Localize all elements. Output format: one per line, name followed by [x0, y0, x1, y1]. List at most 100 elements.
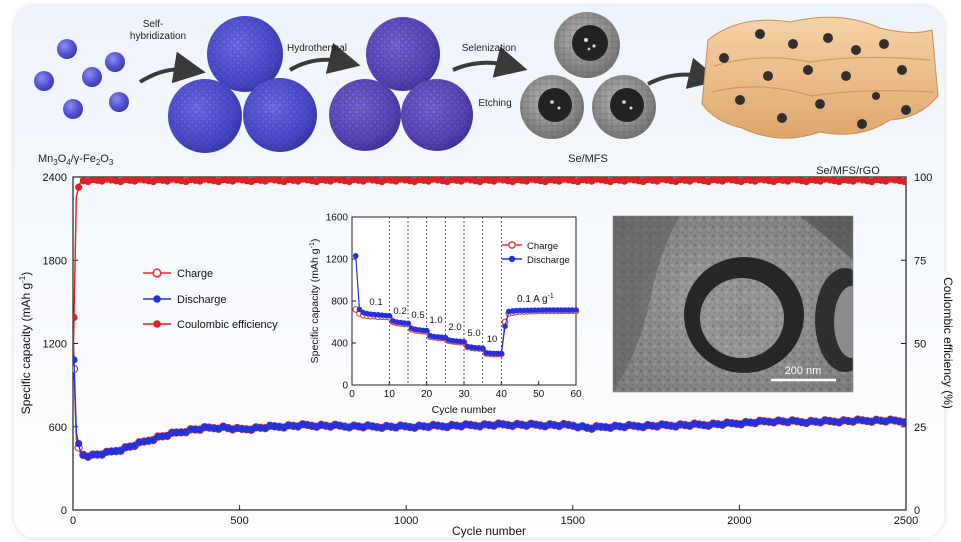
- main-ytick-right-label-2: 50: [914, 339, 926, 351]
- main-ytick-right-label-4: 100: [914, 172, 932, 184]
- inset-ytick-label-4: 1600: [326, 213, 349, 224]
- se-mfs-spheres: [520, 12, 656, 139]
- inset-series: [352, 253, 580, 358]
- inset-ytick-label-0: 0: [342, 381, 348, 392]
- rate-label-1: 0.2: [393, 306, 406, 317]
- main-ylabel-right: Coulombic efficiency (%): [941, 277, 955, 409]
- inset-series-discharge: [352, 253, 579, 357]
- inset-xtick-label-5: 50: [533, 389, 545, 400]
- main-point-1-1: [75, 439, 83, 448]
- main-ytick-left-label-3: 1800: [43, 255, 67, 267]
- inset-xtick-label-0: 0: [349, 389, 355, 400]
- main-ticks: 0 500 1000 1500 2000 250006001200180024000255…: [43, 172, 933, 527]
- inset-legend-discharge-marker: [508, 255, 516, 263]
- main-series: [73, 177, 906, 461]
- rate-label-2: 0.5: [411, 310, 424, 321]
- arrow-3: [452, 46, 528, 78]
- main-point-2-0: [73, 313, 78, 322]
- hydrothermal-spheres: [329, 17, 473, 151]
- main-point-1-178: [900, 418, 906, 426]
- legend-ce-marker: [153, 320, 161, 328]
- rate-label-6: 10: [487, 334, 498, 345]
- inset-legend-charge-marker: [508, 241, 516, 249]
- arrow-1: [138, 51, 206, 84]
- main-ytick-left-label-4: 2400: [43, 172, 67, 184]
- main-xtick-label-2: 1000: [394, 515, 418, 527]
- legend-charge-label: Charge: [177, 268, 213, 280]
- inset-point-1-34: [479, 345, 486, 352]
- rate-label-0: 0.1: [369, 297, 382, 308]
- main-series-coulombic-efficiency: [73, 177, 906, 354]
- inset-point-1-1: [356, 306, 363, 313]
- self-assembled-spheres: [168, 16, 317, 153]
- main-xtick-label-5: 2500: [894, 515, 918, 527]
- inset-xtick-label-2: 20: [421, 389, 433, 400]
- rate-label-3: 1.0: [429, 315, 442, 326]
- main-ylabel-left: Specific capacity (mAh g-1): [18, 272, 33, 415]
- product1-label: Se/MFS: [568, 153, 608, 165]
- inset-ytick-label-2: 800: [331, 297, 348, 308]
- main-ytick-right-label-0: 0: [914, 505, 920, 517]
- inset-legend-charge-label: Charge: [527, 241, 558, 252]
- inset-xtick-label-6: 60: [570, 389, 582, 400]
- rate-label-7: 0.1 A g-1: [517, 293, 554, 305]
- inset-point-1-59: [573, 307, 579, 313]
- rate-label-4: 2.0: [448, 322, 461, 333]
- step1-label-line1: Self-: [143, 19, 164, 30]
- main-ytick-left-label-1: 600: [49, 422, 67, 434]
- step1-label-line2: hybridization: [130, 31, 186, 42]
- inset-point-1-14: [405, 320, 411, 327]
- main-ytick-left-label-2: 1200: [43, 339, 67, 351]
- inset-point-1-39: [498, 350, 505, 357]
- precursor-label: Mn3O4/γ-Fe2O3: [38, 153, 114, 167]
- inset-point-1-40: [502, 323, 508, 330]
- main-chart: 0 500 1000 1500 2000 250006001200180024000255…: [18, 172, 955, 538]
- main-ytick-left-label-0: 0: [61, 505, 67, 517]
- tem-scalebar-label: 200 nm: [785, 365, 822, 377]
- inset-rate-chart: 0 10 20 30 40 50 60 0 400 800 1200 1600 Cycle numbe…: [309, 213, 582, 417]
- step3-label: Selenization: [462, 43, 516, 54]
- rate-label-5: 5.0: [467, 328, 480, 339]
- main-ytick-right-label-3: 75: [914, 255, 926, 267]
- inset-point-1-29: [461, 338, 467, 345]
- rate-labels: 0.1 0.2 0.5 1.0 2.0 5.0 10 0.1 A g-1: [369, 293, 554, 345]
- inset-point-1-19: [423, 327, 430, 334]
- product2-label: Se/MFS/rGO: [816, 165, 880, 177]
- step3b-label: Etching: [478, 98, 511, 109]
- legend-discharge-marker: [153, 295, 161, 303]
- rgo-sheet: [701, 16, 939, 139]
- legend-discharge-label: Discharge: [177, 294, 227, 306]
- arrow-2: [288, 42, 361, 74]
- inset-xtick-label-3: 30: [458, 389, 470, 400]
- main-xtick-label-4: 2000: [727, 515, 751, 527]
- main-xlabel: Cycle number: [452, 524, 526, 538]
- main-ytick-right-label-1: 25: [914, 422, 926, 434]
- inset-ticks: 0 10 20 30 40 50 60 0 400 800 1200 1600: [326, 213, 582, 401]
- main-xtick-label-0: 0: [70, 515, 76, 527]
- schematic: Mn3O4/γ-Fe2O3 Self- hybridization Hydrot…: [34, 12, 939, 177]
- tem-image: 200 nm: [612, 215, 854, 393]
- inset-point-1-9: [386, 312, 393, 319]
- inset-ylabel: Specific capacity (mAh g-1): [309, 239, 321, 364]
- main-series-discharge: [73, 340, 906, 461]
- main-point-2-178: [900, 177, 906, 186]
- main-xtick-label-3: 1500: [561, 515, 585, 527]
- inset-xtick-label-4: 40: [496, 389, 508, 400]
- precursor-particles: [34, 39, 129, 119]
- inset-point-1-0: [352, 253, 359, 259]
- legend-ce-label: Coulombic efficiency: [177, 319, 278, 331]
- arrow-4: [647, 57, 721, 89]
- main-xtick-label-1: 500: [230, 515, 248, 527]
- inset-legend-discharge-label: Discharge: [527, 255, 570, 266]
- main-legend: Charge Discharge Coulombic efficiency: [143, 268, 278, 331]
- main-point-1-0: [73, 356, 78, 364]
- inset-xlabel: Cycle number: [432, 404, 497, 416]
- inset-ytick-label-3: 1200: [326, 255, 349, 266]
- inset-xtick-label-1: 10: [384, 389, 396, 400]
- legend-charge-marker: [152, 268, 162, 278]
- inset-legend: Charge Discharge: [502, 241, 570, 266]
- main-point-2-1: [75, 183, 83, 191]
- step2-label: Hydrothermal: [287, 43, 347, 54]
